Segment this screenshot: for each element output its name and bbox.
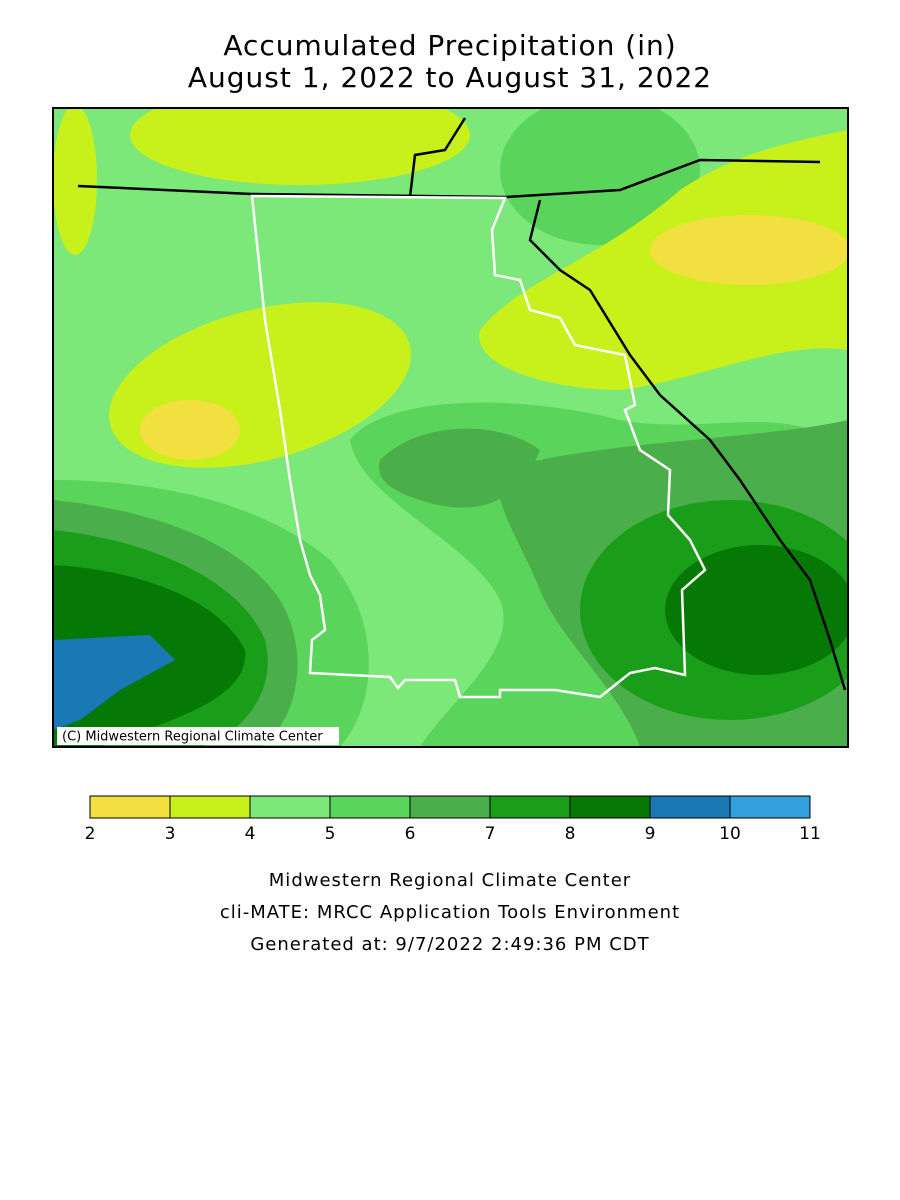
credit: (C) Midwestern Regional Climate Center (62, 730, 323, 745)
legend-tick-label: 11 (799, 824, 821, 844)
legend-swatch (249, 795, 331, 819)
legend-tick-label: 6 (405, 824, 416, 844)
map-frame (52, 107, 849, 748)
credit-box (57, 727, 339, 745)
legend-swatch (489, 795, 571, 819)
subtitle: August 1, 2022 to August 31, 2022 (188, 61, 712, 94)
legend-tick-label: 3 (165, 824, 176, 844)
legend-swatch (89, 795, 171, 819)
legend-swatch (169, 795, 251, 819)
legend-tick-label: 8 (565, 824, 576, 844)
title: Accumulated Precipitation (in) (223, 29, 676, 62)
legend-tick-label: 7 (485, 824, 496, 844)
footer-line: Generated at: 9/7/2022 2:49:36 PM CDT (250, 934, 649, 955)
legend-swatch (729, 795, 811, 819)
legend-tick-label: 10 (719, 824, 741, 844)
legend-tick-label: 9 (645, 824, 656, 844)
legend-tick-label: 2 (85, 824, 96, 844)
legend-swatch (409, 795, 491, 819)
footer-line: cli-MATE: MRCC Application Tools Environ… (220, 902, 680, 923)
legend-swatch (569, 795, 651, 819)
legend-tick-label: 4 (245, 824, 256, 844)
legend-tick-label: 5 (325, 824, 336, 844)
legend-swatch (329, 795, 411, 819)
legend-swatch (649, 795, 731, 819)
footer-line: Midwestern Regional Climate Center (269, 870, 631, 891)
legend: 2 3 4 5 6 7 8 9 10 11 (85, 795, 821, 844)
precip-map (53, 108, 848, 747)
